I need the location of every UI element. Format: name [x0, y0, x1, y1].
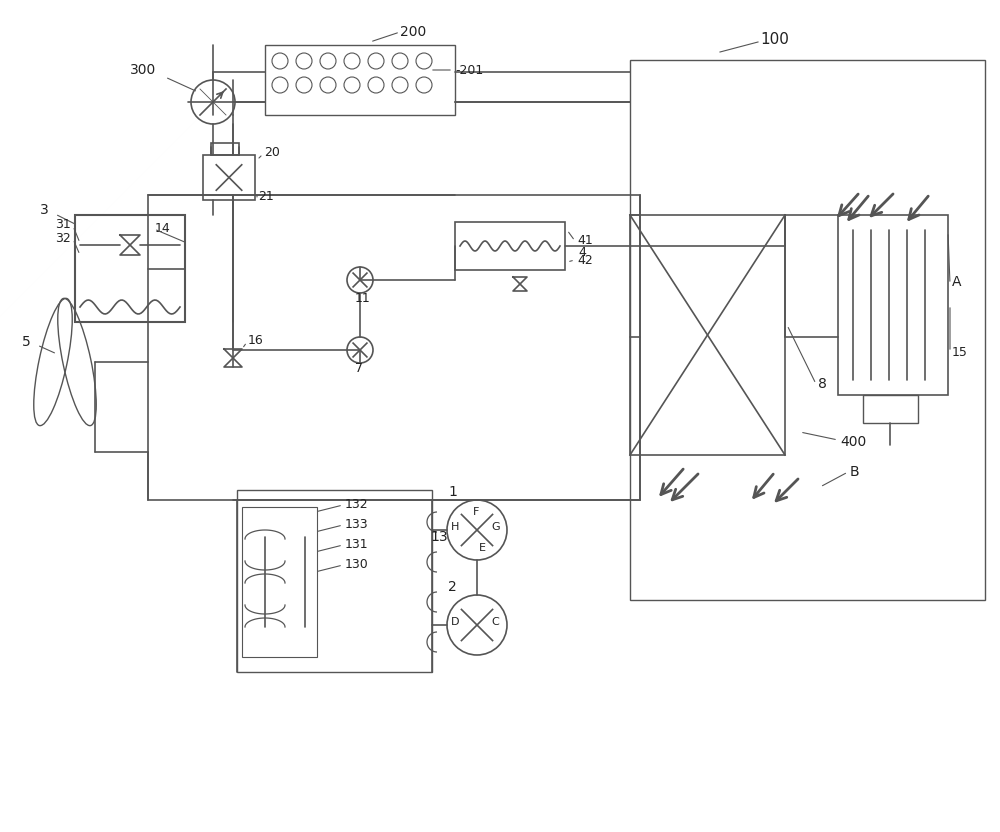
- Bar: [265, 45, 455, 115]
- Text: 14: 14: [155, 222, 171, 235]
- Text: -201: -201: [455, 63, 483, 77]
- Text: F: F: [473, 507, 479, 517]
- Text: D: D: [451, 617, 460, 627]
- Text: B: B: [850, 465, 860, 479]
- Text: 31: 31: [55, 219, 71, 231]
- Text: 1: 1: [448, 485, 457, 499]
- Text: 42: 42: [577, 254, 593, 266]
- Bar: [630, 215, 785, 455]
- Text: 132: 132: [345, 498, 369, 511]
- Text: 130: 130: [345, 557, 369, 571]
- Bar: [455, 222, 565, 270]
- Text: 2: 2: [448, 580, 457, 594]
- Text: 20: 20: [264, 146, 280, 159]
- Text: A: A: [952, 275, 962, 289]
- Text: 8: 8: [818, 377, 827, 391]
- Text: 133: 133: [345, 518, 369, 531]
- Bar: [203, 155, 255, 200]
- Text: G: G: [491, 522, 500, 532]
- Text: 11: 11: [355, 293, 371, 305]
- Text: 3: 3: [40, 203, 49, 217]
- Bar: [148, 195, 640, 500]
- Text: C: C: [491, 617, 499, 627]
- Bar: [75, 215, 185, 322]
- Text: 300: 300: [130, 63, 156, 77]
- Text: 32: 32: [55, 231, 71, 245]
- Text: 100: 100: [760, 32, 789, 47]
- Bar: [863, 395, 918, 423]
- Bar: [838, 215, 948, 395]
- Text: 13: 13: [430, 530, 448, 544]
- Text: 15: 15: [952, 345, 968, 359]
- Text: 7: 7: [355, 363, 363, 375]
- Text: 4: 4: [578, 245, 586, 259]
- Text: 16: 16: [248, 334, 264, 346]
- Text: 41: 41: [577, 234, 593, 246]
- Text: 5: 5: [22, 335, 31, 349]
- Text: 131: 131: [345, 537, 369, 551]
- Text: 200: 200: [400, 25, 426, 39]
- Bar: [242, 507, 317, 657]
- Text: H: H: [451, 522, 459, 532]
- Bar: [211, 143, 239, 155]
- Bar: [237, 490, 432, 672]
- Text: 21: 21: [258, 191, 274, 204]
- Text: E: E: [479, 543, 486, 553]
- Bar: [630, 60, 985, 600]
- Text: 400: 400: [840, 435, 866, 449]
